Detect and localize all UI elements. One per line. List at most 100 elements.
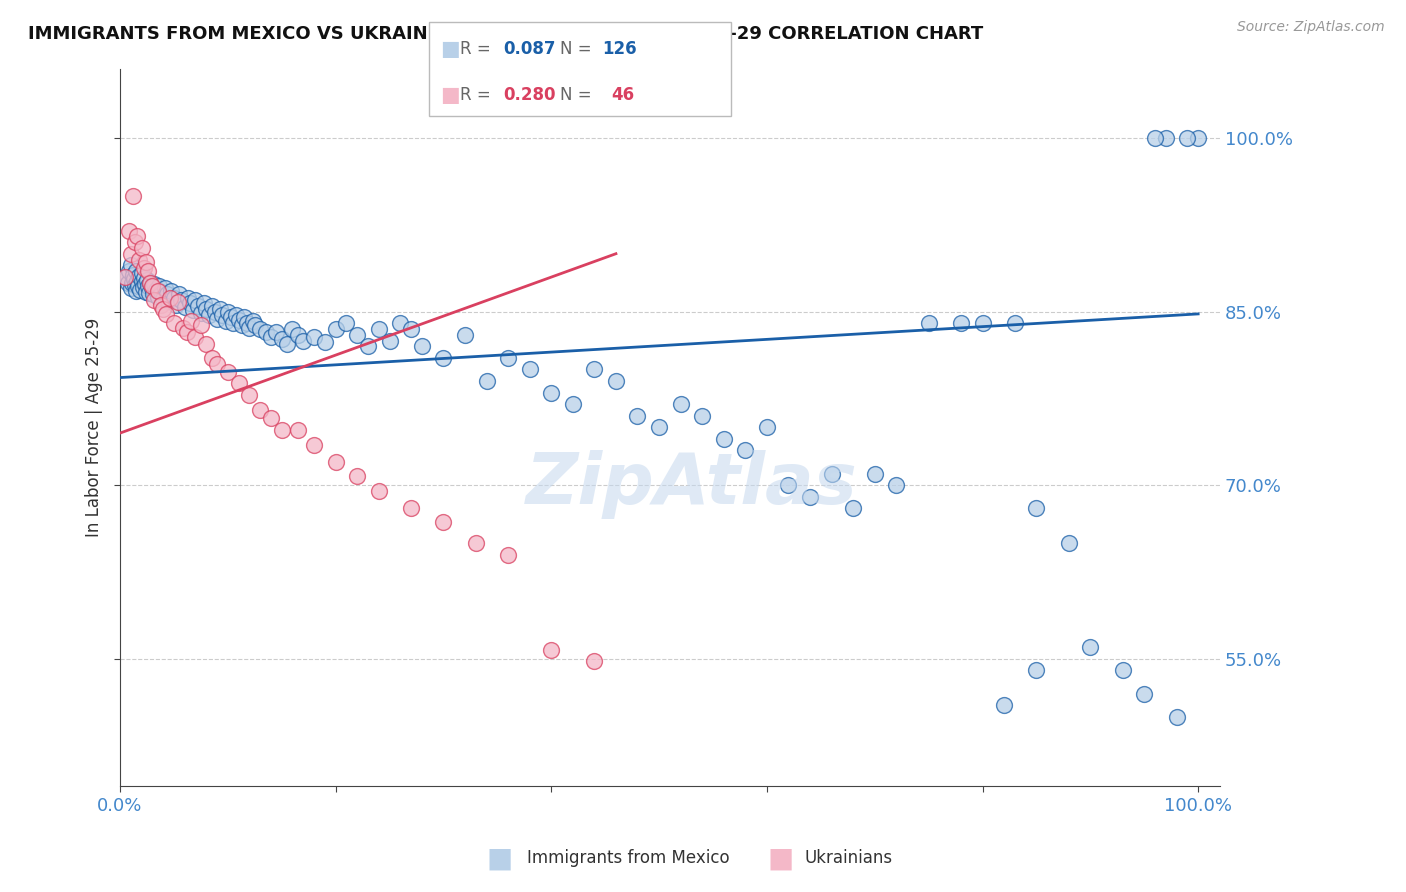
Text: N =: N =: [560, 39, 596, 57]
Point: [231, 318, 253, 333]
Point: [225, 308, 247, 322]
Point: [1133, 687, 1156, 701]
Text: ■: ■: [440, 38, 460, 59]
Point: [122, 189, 145, 203]
Point: [249, 403, 271, 417]
Point: [540, 642, 562, 657]
Point: [205, 357, 228, 371]
Point: [1025, 664, 1047, 678]
Point: [314, 334, 336, 349]
Point: [1111, 664, 1133, 678]
Point: [561, 397, 583, 411]
Point: [734, 443, 756, 458]
Point: [131, 266, 153, 280]
Point: [214, 314, 236, 328]
Point: [139, 276, 162, 290]
Point: [120, 246, 142, 260]
Point: [519, 362, 541, 376]
Point: [141, 279, 163, 293]
Point: [177, 291, 200, 305]
Point: [159, 291, 181, 305]
Point: [820, 467, 842, 481]
Point: [917, 316, 939, 330]
Point: [190, 318, 212, 333]
Point: [205, 311, 228, 326]
Point: [411, 339, 433, 353]
Point: [201, 351, 224, 365]
Point: [149, 285, 172, 299]
Text: ■: ■: [486, 844, 512, 872]
Point: [121, 276, 143, 290]
Point: [243, 318, 266, 333]
Point: [270, 423, 292, 437]
Point: [125, 284, 148, 298]
Point: [142, 287, 165, 301]
Point: [195, 302, 218, 317]
Point: [432, 351, 454, 365]
Point: [367, 322, 389, 336]
Point: [146, 289, 169, 303]
Point: [120, 258, 142, 272]
Point: [276, 337, 298, 351]
Text: Ukrainians: Ukrainians: [804, 849, 893, 867]
Point: [270, 332, 292, 346]
Point: [129, 283, 152, 297]
Point: [464, 536, 486, 550]
Point: [325, 322, 347, 336]
Point: [145, 283, 167, 297]
Point: [163, 316, 186, 330]
Point: [135, 255, 157, 269]
Point: [195, 337, 218, 351]
Point: [626, 409, 648, 423]
Point: [149, 298, 172, 312]
Point: [134, 277, 156, 291]
Text: N =: N =: [560, 87, 596, 104]
Point: [170, 293, 193, 307]
Point: [155, 307, 177, 321]
Point: [138, 286, 160, 301]
Point: [496, 548, 519, 562]
Text: R =: R =: [460, 87, 496, 104]
Point: [884, 478, 907, 492]
Point: [146, 284, 169, 298]
Point: [842, 501, 865, 516]
Point: [325, 455, 347, 469]
Point: [167, 295, 190, 310]
Point: [287, 327, 309, 342]
Point: [124, 235, 146, 249]
Point: [755, 420, 778, 434]
Point: [135, 285, 157, 299]
Point: [238, 388, 260, 402]
Point: [1177, 131, 1199, 145]
Point: [236, 316, 259, 330]
Point: [152, 292, 174, 306]
Point: [222, 316, 245, 330]
Point: [260, 411, 283, 425]
Point: [475, 374, 498, 388]
Point: [690, 409, 713, 423]
Text: 0.087: 0.087: [503, 39, 555, 57]
Point: [1057, 536, 1080, 550]
Point: [302, 438, 325, 452]
Point: [540, 385, 562, 400]
Point: [152, 302, 174, 317]
Point: [238, 320, 260, 334]
Point: [159, 284, 181, 298]
Point: [157, 294, 180, 309]
Point: [117, 276, 139, 290]
Point: [1078, 640, 1101, 655]
Point: [124, 277, 146, 292]
Point: [180, 314, 202, 328]
Y-axis label: In Labor Force | Age 25-29: In Labor Force | Age 25-29: [86, 318, 103, 537]
Point: [993, 698, 1015, 712]
Point: [1187, 131, 1209, 145]
Point: [136, 264, 159, 278]
Point: [136, 279, 159, 293]
Point: [346, 327, 368, 342]
Point: [228, 312, 250, 326]
Point: [125, 264, 148, 278]
Point: [117, 223, 139, 237]
Point: [778, 478, 800, 492]
Point: [201, 299, 224, 313]
Point: [132, 260, 155, 275]
